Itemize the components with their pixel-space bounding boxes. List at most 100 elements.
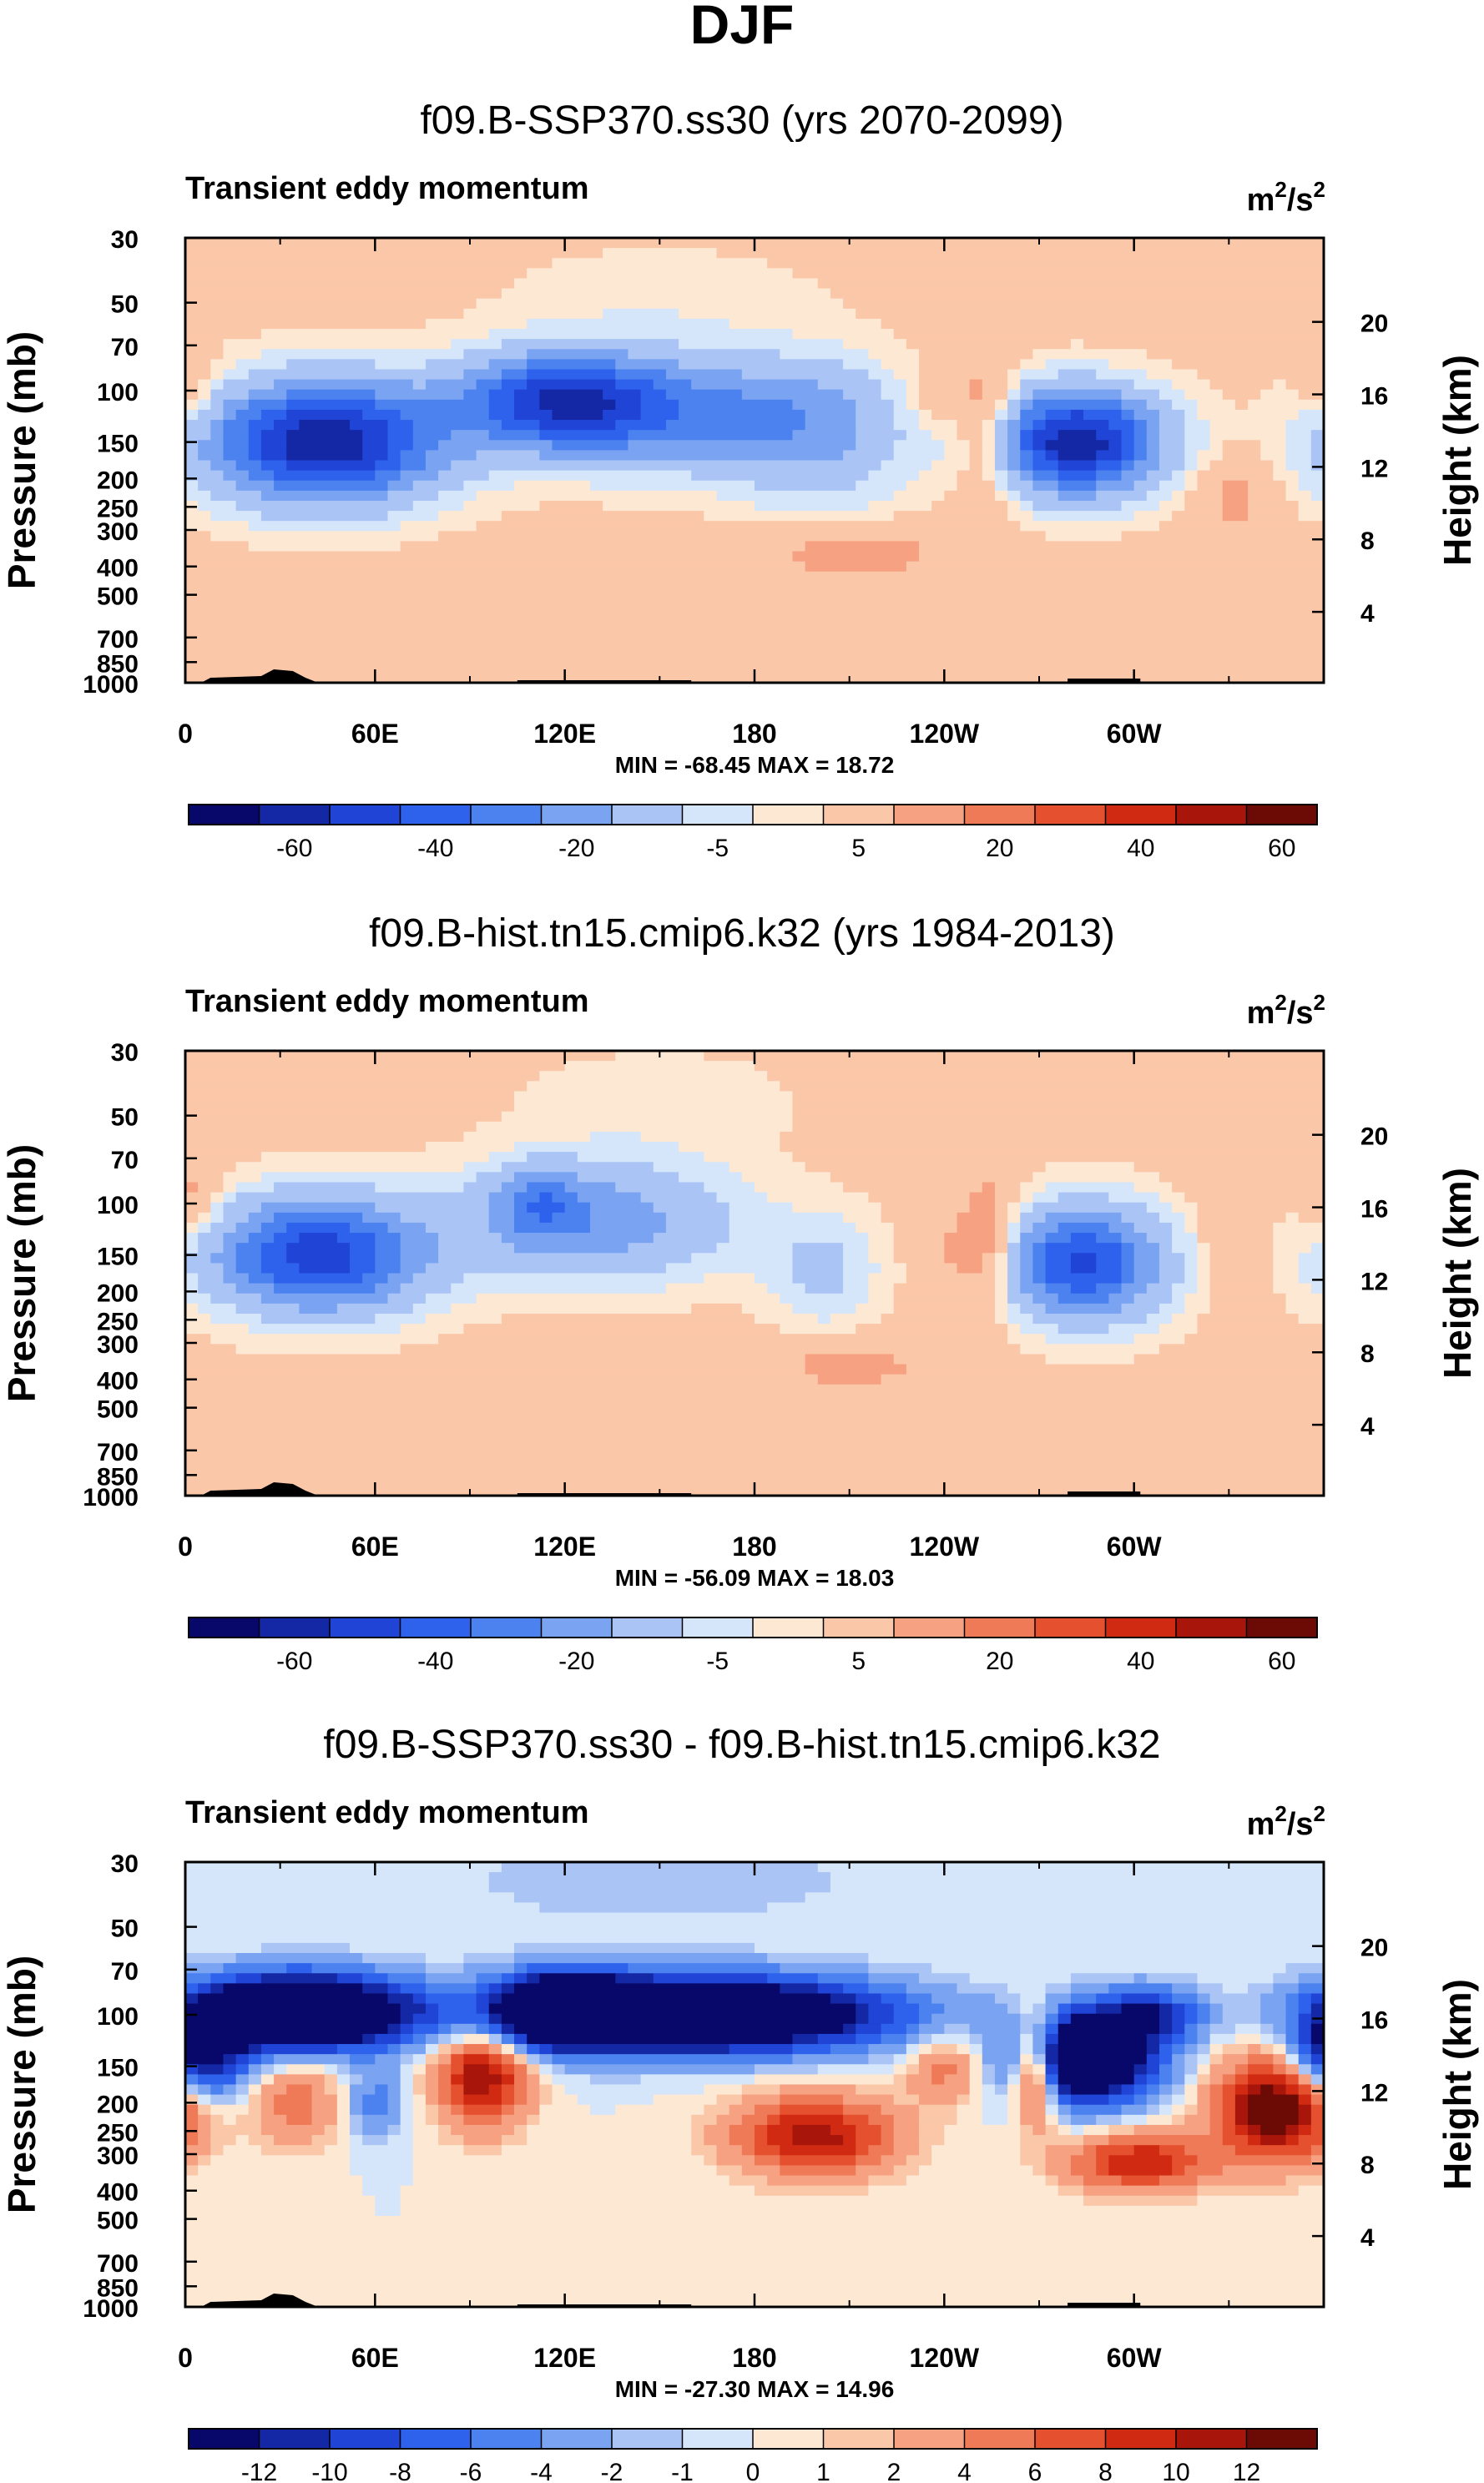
y-tick-label: 150 bbox=[97, 1244, 139, 1271]
y-tick-label: 150 bbox=[97, 431, 139, 458]
colorbar-label: 5 bbox=[851, 1648, 866, 1675]
colorbar-swatch bbox=[612, 805, 683, 825]
colorbar-swatch bbox=[1176, 1617, 1247, 1638]
colorbar-swatch bbox=[541, 2429, 613, 2449]
colorbar-label: 20 bbox=[986, 835, 1013, 862]
topography bbox=[1068, 2303, 1141, 2307]
colorbar-label: 10 bbox=[1162, 2459, 1189, 2483]
colorbar-label: 20 bbox=[986, 1648, 1013, 1675]
topography bbox=[1068, 679, 1141, 683]
y2-tick-label: 8 bbox=[1360, 527, 1375, 555]
x-tick-label: 120E bbox=[533, 1532, 596, 1562]
y2-tick-label: 4 bbox=[1360, 2224, 1375, 2252]
topography bbox=[200, 2294, 319, 2307]
x-tick-label: 180 bbox=[732, 719, 776, 749]
x-tick-label: 60E bbox=[351, 2343, 399, 2373]
x-tick-label: 180 bbox=[732, 1532, 776, 1562]
y2-axis-label: Height (km) bbox=[1436, 1168, 1479, 1379]
topography bbox=[200, 669, 319, 683]
colorbar-swatch bbox=[682, 1617, 754, 1638]
colorbar-label: -10 bbox=[311, 2459, 347, 2483]
topography bbox=[1068, 1491, 1141, 1496]
x-tick-label: 60W bbox=[1107, 2343, 1163, 2373]
x-tick-label: 120W bbox=[910, 1532, 980, 1562]
units-label: m2/s2 bbox=[1247, 1801, 1325, 1842]
colorbar-swatch bbox=[612, 2429, 683, 2449]
colorbar-swatch bbox=[400, 805, 472, 825]
x-tick-label: 60W bbox=[1107, 1532, 1163, 1562]
chart-title: f09.B-SSP370.ss30 - f09.B-hist.tn15.cmip… bbox=[323, 1723, 1160, 1767]
colorbar-swatch bbox=[541, 805, 613, 825]
x-tick-label: 0 bbox=[178, 1532, 193, 1562]
colorbar-swatch bbox=[894, 1617, 965, 1638]
y2-tick-label: 12 bbox=[1360, 455, 1388, 482]
y-tick-label: 400 bbox=[97, 555, 139, 583]
y2-tick-label: 20 bbox=[1360, 310, 1388, 338]
x-tick-label: 120W bbox=[910, 2343, 980, 2373]
x-tick-label: 120E bbox=[533, 2343, 596, 2373]
y-tick-label: 30 bbox=[111, 1039, 139, 1067]
y-tick-label: 100 bbox=[97, 2003, 139, 2031]
y2-tick-label: 16 bbox=[1360, 383, 1388, 411]
y-tick-label: 300 bbox=[97, 518, 139, 546]
y-tick-label: 70 bbox=[111, 1147, 139, 1174]
colorbar-swatch bbox=[471, 2429, 542, 2449]
y-tick-label: 30 bbox=[111, 226, 139, 254]
colorbar-label: -1 bbox=[671, 2459, 694, 2483]
min-max-stats: MIN = -27.30 MAX = 14.96 bbox=[615, 2376, 895, 2402]
colorbar-swatch bbox=[894, 805, 965, 825]
colorbar-label: -5 bbox=[706, 835, 729, 862]
y-tick-label: 100 bbox=[97, 1192, 139, 1219]
colorbar-label: 6 bbox=[1028, 2459, 1042, 2483]
y-tick-label: 500 bbox=[97, 583, 139, 611]
colorbar-label: -4 bbox=[530, 2459, 553, 2483]
colorbar-swatch bbox=[189, 805, 260, 825]
chart-subtitle: Transient eddy momentum bbox=[185, 984, 589, 1019]
y2-tick-label: 4 bbox=[1360, 600, 1375, 628]
colorbar-swatch bbox=[682, 805, 754, 825]
y-tick-label: 200 bbox=[97, 1279, 139, 1307]
colorbar-swatch bbox=[330, 805, 401, 825]
y-tick-label: 300 bbox=[97, 2142, 139, 2170]
y-tick-label: 70 bbox=[111, 334, 139, 361]
colorbar-swatch bbox=[894, 2429, 965, 2449]
y-tick-label: 250 bbox=[97, 495, 139, 522]
colorbar-label: -8 bbox=[389, 2459, 411, 2483]
chart-subtitle: Transient eddy momentum bbox=[185, 171, 589, 206]
y-tick-label: 50 bbox=[111, 1104, 139, 1132]
colorbar-swatch bbox=[1035, 805, 1106, 825]
colorbar-swatch bbox=[1105, 2429, 1177, 2449]
colorbar-swatch bbox=[823, 2429, 895, 2449]
min-max-stats: MIN = -56.09 MAX = 18.03 bbox=[615, 1565, 895, 1591]
colorbar-swatch bbox=[612, 1617, 683, 1638]
y-tick-label: 1000 bbox=[83, 2295, 139, 2323]
colorbar-swatch bbox=[1035, 2429, 1106, 2449]
colorbar-label: -60 bbox=[276, 835, 312, 862]
x-tick-label: 60W bbox=[1107, 719, 1163, 749]
y-tick-label: 100 bbox=[97, 379, 139, 406]
y-axis-label: Pressure (mb) bbox=[0, 1956, 43, 2213]
y-axis-label: Pressure (mb) bbox=[0, 1144, 43, 1402]
chart-title: f09.B-hist.tn15.cmip6.k32 (yrs 1984-2013… bbox=[369, 911, 1115, 956]
colorbar-label: 8 bbox=[1098, 2459, 1113, 2483]
colorbar-label: 40 bbox=[1127, 835, 1154, 862]
y-tick-label: 400 bbox=[97, 1368, 139, 1395]
colorbar-label: -40 bbox=[417, 835, 453, 862]
colorbar-swatch bbox=[1246, 1617, 1318, 1638]
chart-title: f09.B-SSP370.ss30 (yrs 2070-2099) bbox=[420, 98, 1063, 143]
y-tick-label: 500 bbox=[97, 1396, 139, 1424]
colorbar-swatch bbox=[189, 1617, 260, 1638]
colorbar-swatch bbox=[189, 2429, 260, 2449]
y-tick-label: 700 bbox=[97, 1439, 139, 1466]
x-tick-label: 0 bbox=[178, 719, 193, 749]
y-tick-label: 500 bbox=[97, 2208, 139, 2235]
chart-panel-1: f09.B-SSP370.ss30 (yrs 2070-2099) Transie… bbox=[0, 98, 1479, 862]
colorbar-swatch bbox=[1105, 1617, 1177, 1638]
topography bbox=[200, 1482, 319, 1496]
colorbar-label: 40 bbox=[1127, 1648, 1154, 1675]
colorbar-swatch bbox=[259, 2429, 331, 2449]
colorbar-label: 0 bbox=[746, 2459, 760, 2483]
y2-tick-label: 16 bbox=[1360, 2007, 1388, 2035]
y-tick-label: 1000 bbox=[83, 1484, 139, 1512]
colorbar-swatch bbox=[964, 805, 1036, 825]
